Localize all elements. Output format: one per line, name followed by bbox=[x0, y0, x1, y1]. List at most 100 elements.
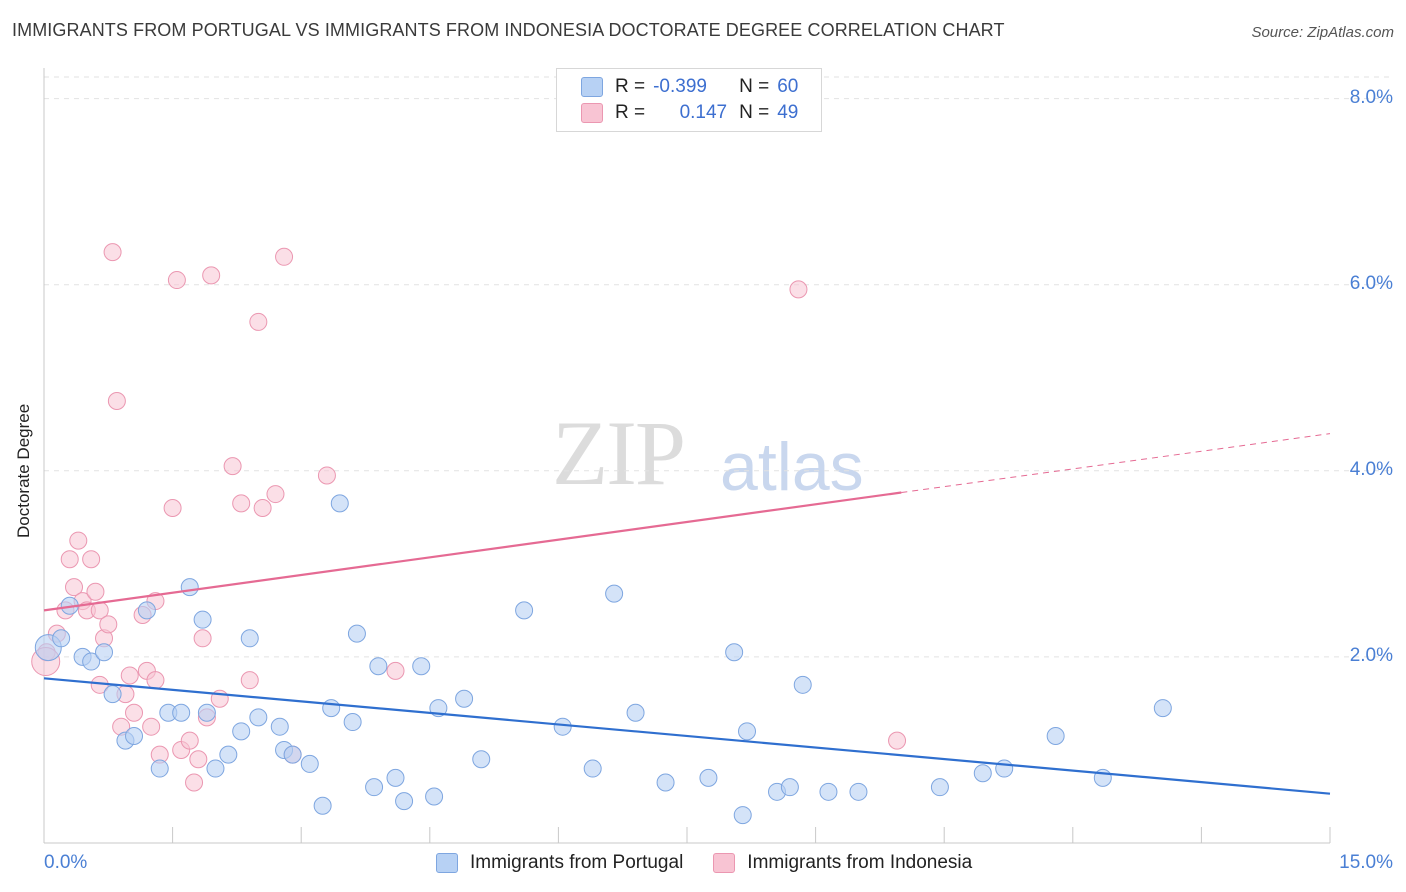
trend-lines bbox=[43, 433, 1331, 795]
portugal-point bbox=[322, 699, 341, 718]
indonesia-point bbox=[163, 499, 182, 518]
portugal-point bbox=[180, 578, 199, 597]
chart-title: IMMIGRANTS FROM PORTUGAL VS IMMIGRANTS F… bbox=[12, 20, 1005, 40]
legend-indonesia-n: 49 bbox=[777, 102, 799, 123]
y-tick-label-2: 6.0% bbox=[1349, 272, 1393, 294]
indonesia-point bbox=[202, 266, 221, 285]
legend-portugal-r: -0.399 bbox=[653, 76, 707, 97]
legend-swatch-indonesia bbox=[581, 103, 603, 123]
portugal-point bbox=[172, 703, 191, 722]
y-tick-label-3: 8.0% bbox=[1349, 86, 1393, 108]
indonesia-point bbox=[223, 457, 242, 476]
indonesia-point bbox=[142, 717, 161, 736]
y-tick-label-1: 4.0% bbox=[1349, 458, 1393, 480]
portugal-point bbox=[283, 745, 302, 764]
legend-r-label-2: R = bbox=[615, 102, 646, 123]
portugal-point bbox=[733, 806, 752, 825]
indonesia-point bbox=[120, 666, 139, 685]
indonesia-point bbox=[789, 280, 808, 299]
portugal-points bbox=[34, 494, 1172, 825]
portugal-point bbox=[330, 494, 349, 513]
legend-n-label: N = bbox=[739, 76, 770, 97]
x-tick-label-min: 0.0% bbox=[44, 852, 88, 873]
portugal-point bbox=[206, 759, 225, 778]
legend-r-label: R = bbox=[615, 76, 646, 97]
indonesia-point bbox=[125, 703, 144, 722]
grid-lines bbox=[44, 76, 1390, 658]
portugal-point bbox=[973, 764, 992, 783]
portugal-point bbox=[553, 717, 572, 736]
indonesia-point bbox=[107, 392, 126, 411]
portugal-point bbox=[780, 778, 799, 797]
x-tick-label-max: 15.0% bbox=[1339, 852, 1393, 873]
portugal-point bbox=[793, 675, 812, 694]
legend-indonesia-r: 0.147 bbox=[679, 102, 728, 123]
portugal-point bbox=[125, 726, 144, 745]
indonesia-point bbox=[60, 550, 79, 569]
portugal-point bbox=[1153, 699, 1172, 718]
portugal-point bbox=[82, 652, 101, 671]
portugal-point bbox=[738, 722, 757, 741]
portugal-point bbox=[725, 643, 744, 662]
indonesia-point bbox=[249, 312, 268, 331]
portugal-point bbox=[347, 624, 366, 643]
legend-swatch-portugal bbox=[581, 77, 603, 97]
legend-label-indonesia: Immigrants from Indonesia bbox=[747, 852, 973, 873]
indonesia-point bbox=[167, 271, 186, 290]
portugal-point bbox=[103, 685, 122, 704]
indonesia-point bbox=[888, 731, 907, 750]
indonesia-point bbox=[275, 247, 294, 266]
portugal-point bbox=[656, 773, 675, 792]
indonesia-trend-line bbox=[43, 491, 902, 612]
portugal-point bbox=[219, 745, 238, 764]
indonesia-point bbox=[232, 494, 251, 513]
indonesia-point bbox=[253, 499, 272, 518]
source-label: Source: ZipAtlas.com bbox=[1251, 24, 1394, 41]
legend-item-portugal[interactable]: Immigrants from Portugal bbox=[436, 852, 683, 874]
portugal-point bbox=[849, 782, 868, 801]
portugal-point bbox=[193, 610, 212, 629]
portugal-point bbox=[150, 759, 169, 778]
portugal-point bbox=[232, 722, 251, 741]
indonesia-point bbox=[185, 773, 204, 792]
indonesia-point bbox=[86, 582, 105, 601]
watermark-zip: ZIP bbox=[552, 402, 686, 504]
series-legend: Immigrants from Portugal Immigrants from… bbox=[436, 852, 1002, 874]
portugal-point bbox=[52, 629, 71, 648]
portugal-point bbox=[626, 703, 645, 722]
portugal-point bbox=[197, 703, 216, 722]
portugal-trend-line bbox=[43, 677, 1331, 795]
portugal-point bbox=[819, 782, 838, 801]
y-axis-label: Doctorate Degree bbox=[14, 403, 33, 538]
indonesia-point bbox=[193, 629, 212, 648]
portugal-point bbox=[395, 792, 414, 811]
indonesia-point bbox=[103, 243, 122, 262]
legend-row-indonesia: R = 0.147 N = 49 bbox=[581, 101, 798, 125]
portugal-point bbox=[249, 708, 268, 727]
indonesia-point bbox=[386, 661, 405, 680]
indonesia-point bbox=[99, 615, 118, 634]
portugal-point bbox=[515, 601, 534, 620]
indonesia-points bbox=[31, 243, 907, 792]
indonesia-point bbox=[65, 578, 84, 597]
indonesia-point bbox=[180, 731, 199, 750]
portugal-point bbox=[95, 643, 114, 662]
legend-swatch-indonesia-bottom bbox=[713, 853, 736, 873]
indonesia-trend-line-dashed bbox=[901, 433, 1331, 494]
portugal-point bbox=[369, 657, 388, 676]
portugal-point bbox=[240, 629, 259, 648]
indonesia-point bbox=[240, 671, 259, 690]
portugal-point bbox=[995, 759, 1014, 778]
portugal-point bbox=[137, 601, 156, 620]
legend-portugal-n: 60 bbox=[777, 76, 799, 97]
indonesia-point bbox=[189, 750, 208, 769]
legend-swatch-portugal-bottom bbox=[436, 853, 458, 873]
legend-item-indonesia[interactable]: Immigrants from Indonesia bbox=[713, 852, 972, 874]
indonesia-point bbox=[69, 531, 88, 550]
portugal-point bbox=[270, 717, 289, 736]
legend-label-portugal: Immigrants from Portugal bbox=[470, 852, 684, 873]
indonesia-point bbox=[82, 550, 101, 569]
correlation-legend: R = -0.399 N = 60 R = 0.147 N = 49 bbox=[556, 68, 822, 132]
portugal-point bbox=[930, 778, 949, 797]
portugal-point bbox=[455, 689, 474, 708]
